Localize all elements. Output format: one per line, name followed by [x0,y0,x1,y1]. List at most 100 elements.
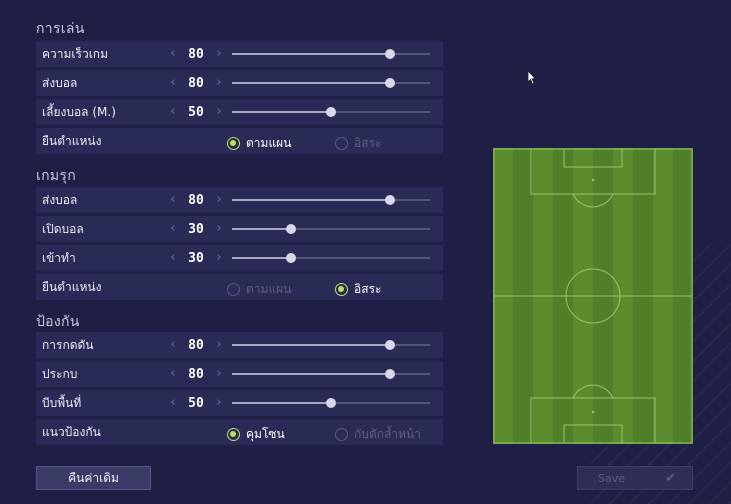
top-penalty-spot [591,178,595,182]
increase-arrow-icon[interactable]: › [216,221,222,236]
radio-row-positioning-build: ยืนตำแหน่ง ตามแผน อิสระ [36,128,443,154]
radio-option-free-form[interactable]: อิสระ [335,280,381,299]
decrease-arrow-icon[interactable]: ‹ [170,46,176,61]
radio-option-cover[interactable]: คุมโซน [227,425,285,444]
radio-option-organised[interactable]: ตามแผน [227,134,291,153]
slider-thumb[interactable] [385,369,396,379]
increase-arrow-icon[interactable]: › [216,75,222,90]
row-label: ประกบ [42,366,78,381]
slider-fill [232,373,391,375]
slider-row-shooting: เข้าทำ ‹ 30 › [36,245,443,271]
football-pitch [493,148,693,444]
radio-option-organised[interactable]: ตามแผน [227,280,291,299]
slider-row-dribbling: เลี้ยงบอล (M.) ‹ 50 › [36,99,443,125]
save-button-label: Save [598,471,626,485]
increase-arrow-icon[interactable]: › [216,104,222,119]
slider-row-speed: ความเร็วเกม ‹ 80 › [36,41,443,67]
radio-option-free-form[interactable]: อิสระ [335,134,381,153]
passing-chance-slider[interactable] [232,187,430,213]
save-button[interactable]: Save ✔ [577,466,693,490]
section-title-chance-creation: เกมรุก [36,168,76,184]
radio-dot [335,428,348,441]
slider-value: 30 [188,250,204,266]
dribbling-slider[interactable] [232,99,430,125]
increase-arrow-icon[interactable]: › [216,192,222,207]
top-penalty-arc [572,193,614,208]
row-label: ส่งบอล [42,192,78,207]
slider-thumb[interactable] [385,340,396,350]
row-label: การกดดัน [42,337,94,352]
slider-thumb[interactable] [326,107,336,117]
slider-fill [232,199,391,201]
pressure-slider[interactable] [232,332,430,358]
slider-fill [232,344,391,346]
crossing-slider[interactable] [232,216,430,242]
reset-defaults-button[interactable]: คืนค่าเดิม [36,466,151,490]
decrease-arrow-icon[interactable]: ‹ [170,221,176,236]
slider-fill [232,111,331,113]
row-label: เลี้ยงบอล (M.) [42,104,116,119]
row-label: แนวป้องกัน [42,424,101,439]
top-goal-box [563,148,623,168]
center-circle [565,268,621,324]
shooting-slider[interactable] [232,245,430,271]
slider-value: 80 [188,366,204,382]
decrease-arrow-icon[interactable]: ‹ [170,75,176,90]
slider-track [232,228,430,230]
bottom-penalty-arc [572,384,614,399]
slider-fill [232,228,292,230]
slider-thumb[interactable] [286,224,297,234]
radio-dot [227,137,240,150]
slider-value: 80 [188,192,204,208]
slider-fill [232,257,292,259]
radio-option-offside-trap[interactable]: กับดักล้ำหน้า [335,425,421,444]
decrease-arrow-icon[interactable]: ‹ [170,250,176,265]
radio-row-defensive-line: แนวป้องกัน คุมโซน กับดักล้ำหน้า [36,419,443,445]
slider-row-crossing: เปิดบอล ‹ 30 › [36,216,443,242]
decrease-arrow-icon[interactable]: ‹ [170,395,176,410]
increase-arrow-icon[interactable]: › [216,395,222,410]
slider-value: 30 [188,221,204,237]
row-label: ความเร็วเกม [42,46,108,61]
row-label: ยืนตำแหน่ง [42,133,102,148]
decrease-arrow-icon[interactable]: ‹ [170,104,176,119]
radio-dot [335,137,348,150]
row-label: ส่งบอล [42,75,78,90]
slider-fill [232,82,391,84]
increase-arrow-icon[interactable]: › [216,46,222,61]
slider-fill [232,402,331,404]
aggression-slider[interactable] [232,361,430,387]
slider-thumb[interactable] [385,78,396,88]
slider-value: 50 [188,395,204,411]
slider-row-passing: ส่งบอล ‹ 80 › [36,70,443,96]
slider-value: 80 [188,46,204,62]
slider-thumb[interactable] [326,398,336,408]
team-width-slider[interactable] [232,390,430,416]
radio-dot [227,428,240,441]
slider-row-team-width: บีบพื้นที่ ‹ 50 › [36,390,443,416]
slider-value: 80 [188,75,204,91]
bottom-goal-box [563,424,623,444]
checkmark-icon: ✔ [665,470,676,486]
slider-row-passing-chance: ส่งบอล ‹ 80 › [36,187,443,213]
radio-dot [227,283,240,296]
row-label: เปิดบอล [42,221,84,236]
bottom-penalty-spot [591,410,595,414]
speed-slider[interactable] [232,41,430,67]
slider-row-aggression: ประกบ ‹ 80 › [36,361,443,387]
increase-arrow-icon[interactable]: › [216,337,222,352]
increase-arrow-icon[interactable]: › [216,366,222,381]
increase-arrow-icon[interactable]: › [216,250,222,265]
decrease-arrow-icon[interactable]: ‹ [170,337,176,352]
row-label: บีบพื้นที่ [42,395,82,410]
decrease-arrow-icon[interactable]: ‹ [170,366,176,381]
slider-thumb[interactable] [286,253,297,263]
passing-slider[interactable] [232,70,430,96]
radio-row-positioning-chance: ยืนตำแหน่ง ตามแผน อิสระ [36,274,443,300]
slider-thumb[interactable] [385,195,396,205]
row-label: เข้าทำ [42,250,76,265]
slider-row-pressure: การกดดัน ‹ 80 › [36,332,443,358]
slider-value: 80 [188,337,204,353]
slider-thumb[interactable] [385,49,396,59]
decrease-arrow-icon[interactable]: ‹ [170,192,176,207]
